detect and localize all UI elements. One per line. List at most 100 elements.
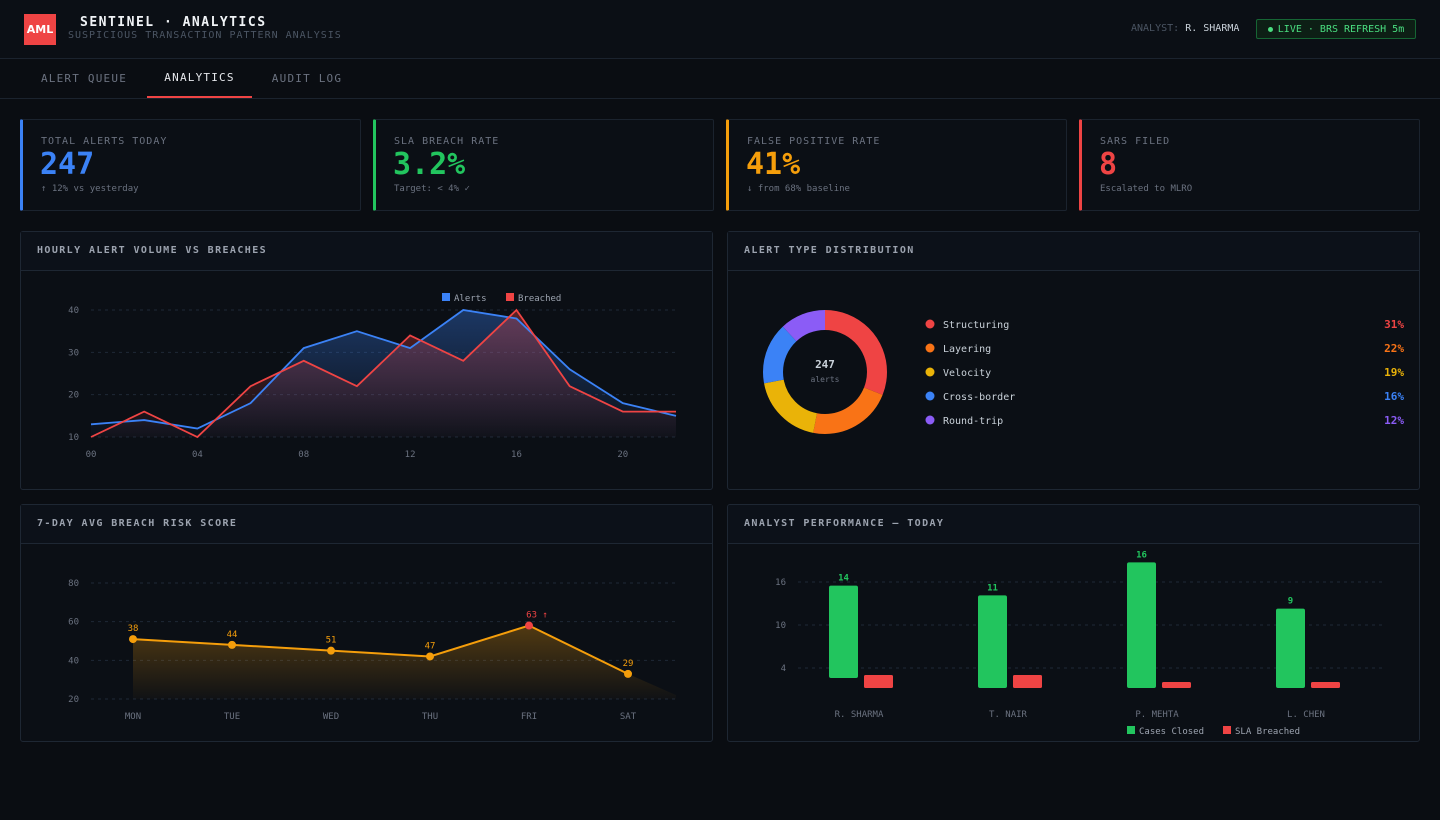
x-tick-label: P. MEHTA <box>1135 710 1179 720</box>
x-tick-label: 20 <box>617 450 628 460</box>
legend-swatch <box>442 293 450 301</box>
legend-percent: 19% <box>1384 366 1404 379</box>
distribution-chart-panel: ALERT TYPE DISTRIBUTION 247 alerts Structu… <box>727 231 1420 490</box>
x-tick-label: TUE <box>224 712 240 722</box>
x-tick-label: SAT <box>620 712 637 722</box>
series-line-breached <box>90 308 676 439</box>
legend-label: Alerts <box>454 294 487 304</box>
legend-dot <box>925 319 935 329</box>
legend-label: Layering <box>943 344 991 355</box>
donut-slice-cross-border <box>763 310 887 434</box>
legend-label: Round-trip <box>943 416 1003 427</box>
kpi-label: SLA BREACH RATE <box>394 136 500 147</box>
bar-value-label: 16 <box>1136 550 1147 560</box>
legend-swatch <box>1127 726 1135 734</box>
y-tick-label: 10 <box>775 621 786 631</box>
panel-title: HOURLY ALERT VOLUME VS BREACHES <box>37 245 268 256</box>
kpi-value: 247 <box>40 147 95 182</box>
data-label: 29 <box>623 659 634 669</box>
legend-dot <box>925 367 935 377</box>
legend-label: Breached <box>518 294 561 304</box>
risk-chart: 20 40 60 80 38 MON 44 TUE 51 WED 47 THU 63 ↑ FRI 29 SAT <box>68 579 676 722</box>
donut-slice-round-trip <box>763 310 887 434</box>
analyst-chart-panel: ANALYST PERFORMANCE — TODAY 4 10 16 14 R. SH… <box>727 504 1420 742</box>
tab-alert-queue[interactable]: ALERT QUEUE <box>40 72 128 85</box>
risk-point <box>624 669 632 678</box>
kpi-label: SARS FILED <box>1100 136 1171 147</box>
distribution-chart: 247 alerts Structuring 31% Layering 22% Veloci… <box>763 310 1404 434</box>
app-header: AML SENTINEL · ANALYTICS SUSPICIOUS TRAN… <box>0 0 1440 59</box>
series-area-breached <box>91 310 676 437</box>
legend-dot <box>925 343 935 353</box>
data-label: 63 ↑ <box>526 611 548 621</box>
kpi-sla-breach-rate: SLA BREACH RATE 3.2% Target: < 4% ✓ <box>373 119 714 211</box>
kpi-sars-filed: SARS FILED 8 Escalated to MLRO <box>1079 119 1420 211</box>
x-tick-label: THU <box>422 712 438 722</box>
kpi-note: Escalated to MLRO <box>1100 184 1193 194</box>
legend-dot <box>925 415 935 425</box>
x-tick-label: R. SHARMA <box>835 710 884 720</box>
risk-line <box>132 624 629 675</box>
kpi-note: ↓ from 68% baseline <box>747 184 850 194</box>
analyst-name: R. SHARMA <box>1185 23 1240 34</box>
bar-cases-closed <box>1276 608 1305 688</box>
series-line-alerts <box>90 309 677 430</box>
x-tick-label: MON <box>125 712 141 722</box>
donut-center-value: 247 <box>815 358 835 371</box>
legend-label: Structuring <box>943 320 1009 331</box>
kpi-false-positive-rate: FALSE POSITIVE RATE 41% ↓ from 68% basel… <box>726 119 1067 211</box>
panel-header: ANALYST PERFORMANCE — TODAY <box>728 505 1419 544</box>
legend-percent: 12% <box>1384 414 1404 427</box>
risk-point <box>129 635 137 644</box>
bar-cases-closed <box>978 595 1007 688</box>
data-label: 44 <box>227 630 238 640</box>
legend-label: Velocity <box>943 368 991 379</box>
panel-header: ALERT TYPE DISTRIBUTION <box>728 232 1419 271</box>
hourly-chart: 10 20 30 40 00 04 08 12 16 20 Alerts Breached <box>68 293 677 460</box>
tab-analytics[interactable]: ANALYTICS <box>147 59 252 98</box>
kpi-note: Target: < 4% ✓ <box>394 184 470 194</box>
x-tick-label: 12 <box>405 450 416 460</box>
y-tick-label: 10 <box>68 433 79 443</box>
legend-percent: 16% <box>1384 390 1404 403</box>
bar-cases-closed <box>829 585 858 678</box>
data-label: 38 <box>128 624 139 634</box>
tab-audit-log[interactable]: AUDIT LOG <box>271 72 343 85</box>
data-label: 51 <box>326 636 337 646</box>
kpi-total-alerts: TOTAL ALERTS TODAY 247 ↑ 12% vs yesterda… <box>20 119 361 211</box>
bar-sla-breached <box>1013 675 1042 688</box>
data-label: 47 <box>425 641 436 651</box>
kpi-label: TOTAL ALERTS TODAY <box>41 136 168 147</box>
panel-header: 7-DAY AVG BREACH RISK SCORE <box>21 505 712 544</box>
kpi-label: FALSE POSITIVE RATE <box>747 136 881 147</box>
panel-title: 7-DAY AVG BREACH RISK SCORE <box>37 518 238 529</box>
kpi-value: 8 <box>1099 147 1118 182</box>
live-status-badge: LIVE · BRS REFRESH 5m <box>1256 19 1416 39</box>
bar-value-label: 11 <box>987 583 998 593</box>
bar-sla-breached <box>1162 682 1191 688</box>
legend-label: Cross-border <box>943 392 1015 403</box>
legend-percent: 22% <box>1384 342 1404 355</box>
live-status-text: LIVE · BRS REFRESH 5m <box>1277 23 1405 35</box>
y-tick-label: 30 <box>68 348 79 358</box>
risk-area <box>133 625 676 699</box>
app-title: SENTINEL · ANALYTICS <box>80 15 267 30</box>
hourly-chart-panel: HOURLY ALERT VOLUME VS BREACHES 10 20 30 40… <box>20 231 713 490</box>
legend-percent: 31% <box>1384 318 1404 331</box>
risk-point <box>426 652 434 661</box>
bar-value-label: 9 <box>1288 597 1293 607</box>
analyst-info: ANALYST: R. SHARMA <box>1131 23 1239 34</box>
legend-swatch <box>1223 726 1231 734</box>
x-tick-label: T. NAIR <box>989 710 1028 720</box>
x-tick-label: 16 <box>511 450 522 460</box>
kpi-value: 41% <box>746 147 801 182</box>
tab-bar: ALERT QUEUE ANALYTICS AUDIT LOG <box>0 59 1440 99</box>
y-tick-label: 40 <box>68 656 79 666</box>
x-tick-label: 08 <box>298 450 309 460</box>
bar-value-label: 14 <box>838 574 849 584</box>
kpi-note: ↑ 12% vs yesterday <box>41 184 139 194</box>
x-tick-label: FRI <box>521 712 537 722</box>
legend-swatch <box>506 293 514 301</box>
risk-point <box>327 646 335 655</box>
bar-cases-closed <box>1127 562 1156 688</box>
